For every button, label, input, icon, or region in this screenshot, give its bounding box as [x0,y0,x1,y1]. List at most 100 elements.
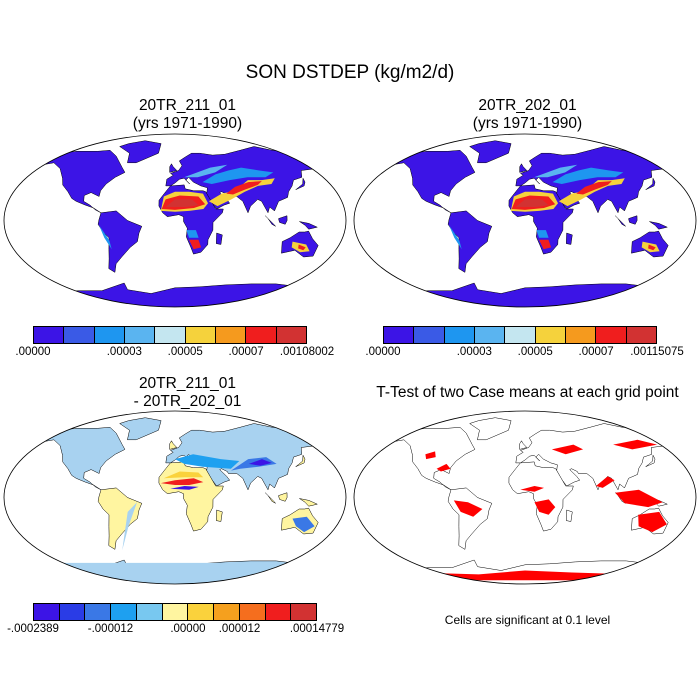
dust-field-patch [202,167,274,184]
colorbar-cell [596,327,627,343]
colorbar-tick-label: -.0002389 [7,623,59,635]
colorbar-tick-label: .00003 [106,346,142,358]
colorbar-cell [215,327,247,343]
map-border [3,133,347,308]
panel-b-title: 20TR_202_01 (yrs 1971-1990) [365,97,690,133]
panel-c-title-line2: - 20TR_202_01 [133,393,242,410]
colorbar-cell [535,327,566,343]
landmass-indonesia2 [628,215,638,225]
colorbar-cell [239,604,266,620]
dust-field-patch [558,178,625,207]
colorbar-cell [94,327,125,343]
colorbar-cell [188,604,215,620]
colorbar-cell [34,327,65,343]
significance-field-patch [551,444,584,455]
colorbar-cell [185,327,216,343]
panel-b-title-line2: (yrs 1971-1990) [472,115,583,132]
landmass-indonesia2 [278,215,288,225]
landmass-madagascar [566,509,573,522]
colorbar-cell [444,327,475,343]
landmass-eurasia [515,146,679,214]
landmass-newguinea [299,498,319,507]
dust-field-patch [226,181,262,195]
dust-field-patch [184,164,228,178]
landmass-madagascar [566,232,573,245]
diff-field-patch [192,437,297,452]
diff-field-patch [175,454,240,469]
dust-field-patch [99,225,112,250]
panel-c-title-line1: 20TR_211_01 [138,375,237,392]
panel-d-title: T-Test of two Case means at each grid po… [376,384,679,401]
significance-field-patch [453,500,483,517]
landmass-namerica [381,150,476,214]
colorbar-cell [111,604,137,620]
landmass-greenland [119,417,162,441]
landmass-samerica [97,487,143,550]
dust-field-patch [648,244,656,251]
landmass-indonesia1 [265,492,276,504]
significance-field-patch [520,486,544,492]
colorbar-tick-label: .00000 [170,623,206,635]
landmass-madagascar [216,509,223,522]
landmass-indonesia2 [278,492,288,502]
colorbar-cell [59,604,86,620]
colorbar-cell [136,604,163,620]
colorbar-tick-label: .000012 [218,623,261,635]
significance-field-patch [425,451,436,460]
significance-field-patch [613,439,658,450]
dust-field-patch [298,244,306,251]
panel-a-title: 20TR_211_01 (yrs 1971-1990) [25,97,350,133]
dust-field-patch [539,239,552,250]
significance-field-patch [436,463,451,472]
map-border [353,410,697,585]
landmass-africa [508,461,574,532]
colorbar-tick-label: .00005 [167,346,203,358]
diff-field-patch [292,516,315,533]
colorbar-panel-c [33,603,317,621]
colorbar-tick-label: .00000 [365,346,401,358]
colorbar-tick-label: .00007 [578,346,614,358]
landmass-uk [519,440,528,450]
map-border [353,133,697,308]
diff-field-patch [170,486,199,490]
landmass-uk [169,440,178,450]
colorbar-cell [291,604,317,620]
landmass-madagascar [216,232,223,245]
colorbar-tick-label: .00000 [15,346,51,358]
colorbar-cell [155,327,186,343]
diff-field-patch [163,471,204,479]
colorbar-cell [246,327,277,343]
landmass-uk [519,163,528,173]
dust-field-patch [536,230,549,238]
dust-field-patch [165,199,199,207]
landmass-greenland [119,140,162,164]
map-border [3,410,347,585]
landmass-japan [645,454,656,467]
colorbar-panel-a [33,326,307,344]
colorbar-cell [85,604,112,620]
landmass-newguinea [299,221,319,230]
colorbar-cell [474,327,506,343]
panel-a-title-line2: (yrs 1971-1990) [132,115,243,132]
map-panel-c [3,410,347,585]
colorbar-cell [64,327,95,343]
colorbar-cell [565,327,597,343]
colorbar-tick-label: .00108002 [279,346,335,358]
colorbar-tick-label: .00014779 [289,623,345,635]
landmass-japan [295,454,306,467]
landmass-uk [169,163,178,173]
dust-field-patch [515,199,549,207]
colorbar-tick-label: .00005 [517,346,553,358]
panel-a-title-line1: 20TR_211_01 [138,97,237,114]
landmass-newguinea [649,221,669,230]
landmass-greenland [469,140,512,164]
dust-field-patch [449,225,462,250]
significance-field-patch [534,499,556,515]
dust-field-patch [186,230,199,238]
significance-field-patch [638,511,667,533]
dust-field-patch [534,164,578,178]
colorbar-tick-label: .00007 [228,346,264,358]
landmass-greenland [469,417,512,441]
map-panel-b [353,133,697,308]
significance-field-patch [596,476,615,488]
